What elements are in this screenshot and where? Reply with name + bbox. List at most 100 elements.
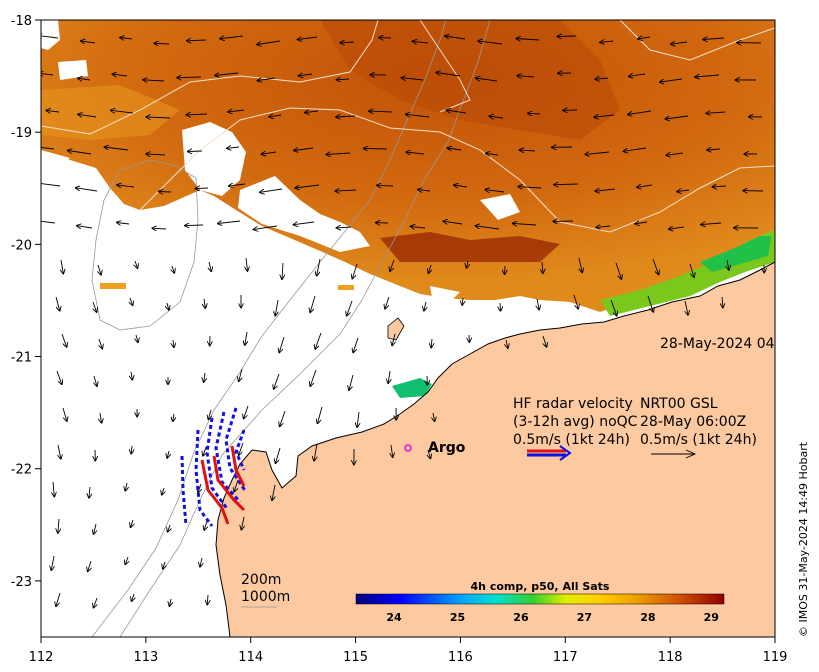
current-arrow: [500, 302, 501, 311]
current-arrow: [431, 338, 432, 347]
nrt-legend-line3: 0.5m/s (1kt 24h): [640, 432, 757, 448]
current-arrow: [445, 36, 466, 40]
hf-radar-vectors: [180, 407, 248, 527]
hf-radar-arc: [214, 411, 242, 504]
current-arrow: [88, 560, 91, 571]
current-arrow: [712, 186, 727, 187]
current-arrow: [203, 446, 206, 456]
current-arrow: [489, 116, 504, 118]
current-arrow: [98, 264, 101, 275]
current-arrow: [257, 40, 281, 45]
current-arrow: [595, 189, 616, 191]
current-arrow: [406, 152, 425, 154]
current-arrow: [162, 487, 164, 495]
hf-radar-strong: [200, 445, 246, 525]
x-tick-label: 118: [658, 650, 683, 665]
current-arrow: [130, 297, 133, 305]
current-arrow: [703, 38, 725, 40]
current-arrow: [260, 188, 283, 192]
current-arrow: [167, 450, 169, 458]
hf-radar-arc: [205, 417, 230, 511]
current-arrow: [204, 372, 205, 382]
sst-speck: [338, 285, 354, 290]
current-arrow: [401, 78, 424, 80]
current-arrow: [117, 223, 130, 225]
argo-label: Argo: [428, 440, 466, 456]
current-arrow: [347, 300, 353, 316]
current-arrow: [220, 36, 244, 39]
current-arrow: [428, 264, 431, 273]
hf-legend-line1: HF radar velocity: [513, 396, 633, 412]
current-arrow: [229, 184, 246, 186]
current-arrow: [610, 299, 617, 316]
current-arrow: [143, 80, 165, 81]
current-arrow: [707, 149, 721, 150]
current-arrow: [317, 258, 321, 276]
current-arrow: [671, 42, 688, 44]
current-arrow: [647, 295, 653, 312]
current-arrow: [136, 334, 138, 342]
cloud-gap: [58, 60, 88, 80]
current-arrow: [695, 75, 720, 77]
current-arrow: [62, 407, 67, 421]
australia-land: [216, 262, 775, 637]
hf-radar-arc-strong: [212, 455, 246, 512]
plot-frame: [40, 19, 776, 638]
current-arrow: [188, 151, 203, 152]
current-arrow: [391, 444, 393, 457]
current-arrow: [554, 184, 579, 185]
current-arrow: [172, 265, 174, 273]
sst-cool-patch: [392, 378, 432, 398]
current-arrow: [340, 42, 355, 43]
x-tick-label: 119: [763, 650, 788, 665]
current-arrow: [282, 262, 283, 279]
current-arrow: [364, 148, 388, 149]
hf-legend-line2: (3-12h avg) noQC: [513, 414, 638, 430]
current-arrow: [335, 190, 357, 191]
current-arrow: [413, 41, 429, 43]
current-arrow: [41, 183, 61, 187]
x-tick-label: 117: [553, 650, 578, 665]
current-arrow: [595, 78, 609, 79]
current-arrow: [58, 444, 61, 459]
hf-legend-line3: 0.5m/s (1kt 24h): [513, 432, 630, 448]
current-arrow: [163, 561, 165, 569]
hf-radar-arc: [180, 455, 188, 526]
current-arrow: [727, 259, 729, 270]
current-arrow: [76, 188, 98, 192]
current-arrow: [377, 185, 394, 186]
current-arrow: [424, 301, 426, 311]
current-arrow: [81, 41, 96, 43]
argo-marker[interactable]: [404, 444, 412, 452]
current-arrow: [204, 298, 205, 308]
current-arrow: [78, 78, 91, 80]
sst-isotherm: [139, 107, 775, 233]
current-arrow: [105, 147, 129, 151]
current-arrow: [177, 77, 202, 78]
current-arrow: [635, 222, 648, 224]
current-arrow: [462, 297, 463, 305]
current-arrow: [294, 222, 315, 225]
current-arrow: [254, 225, 278, 230]
current-arrow: [204, 520, 207, 530]
bathymetry-200m: [119, 20, 491, 637]
current-arrow: [245, 331, 247, 345]
current-arrow: [476, 226, 500, 230]
y-axis: -18 -19 -20 -21 -22 -23: [11, 14, 41, 590]
current-arrow: [388, 370, 390, 383]
current-arrow: [629, 74, 646, 76]
current-arrow: [53, 481, 54, 496]
current-arrow: [228, 110, 245, 112]
current-arrow: [125, 556, 128, 564]
current-arrow: [159, 192, 172, 193]
current-arrow: [513, 223, 537, 225]
y-tick-label: -20: [11, 238, 32, 253]
current-arrow: [94, 597, 98, 608]
current-arrow: [352, 263, 358, 279]
current-arrow: [436, 73, 461, 77]
current-arrow: [537, 298, 539, 310]
current-arrow: [276, 447, 281, 463]
current-arrow: [385, 296, 390, 309]
cloud-gap: [238, 176, 370, 252]
current-arrow: [154, 43, 170, 44]
